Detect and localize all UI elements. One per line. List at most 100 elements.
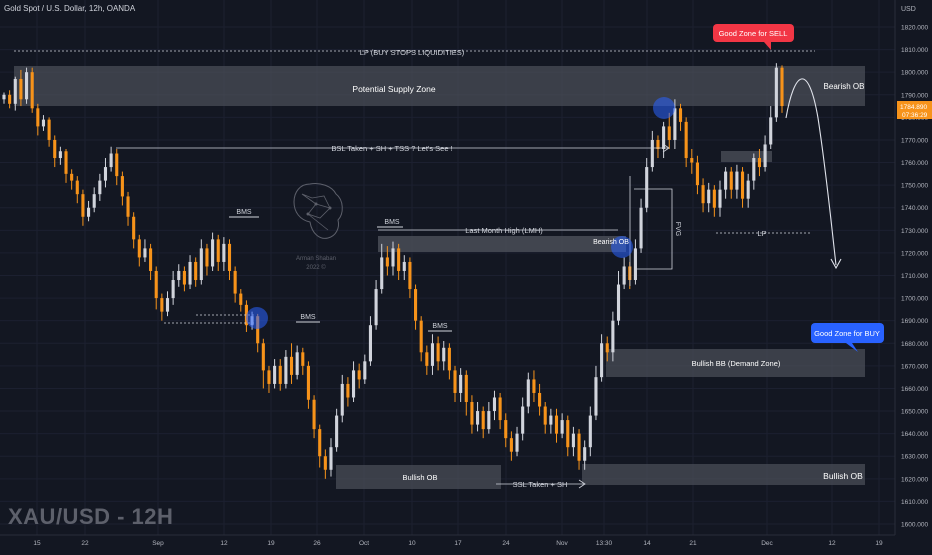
candle-body-60	[340, 383, 344, 416]
price-tick-14: 1680.000	[901, 341, 928, 348]
blue-circle-left	[246, 307, 268, 329]
candle-50	[284, 350, 288, 389]
time-tick-9: 24	[502, 540, 510, 547]
price-tick-6: 1760.000	[901, 160, 928, 167]
candle-body-118	[667, 126, 671, 140]
candle-100	[566, 415, 570, 457]
candle-76	[430, 334, 435, 375]
candle-3	[19, 69, 23, 107]
candle-118	[667, 112, 671, 149]
candle-body-5	[30, 72, 34, 109]
candle-71	[402, 255, 406, 281]
candle-body-36	[205, 248, 209, 267]
candle-body-137	[774, 67, 778, 118]
candle-8	[47, 117, 51, 147]
bullish-bb-zone	[606, 349, 865, 377]
candle-body-133	[752, 158, 756, 181]
lmh-label: Last Month High (LMH)	[465, 226, 543, 235]
candle-13	[75, 176, 79, 204]
candle-60	[340, 374, 344, 423]
current-price-tag	[897, 101, 932, 119]
candle-30	[171, 270, 175, 305]
candle-106	[600, 334, 604, 382]
candle-69	[391, 241, 395, 276]
candle-92	[521, 397, 525, 441]
bearish-ob-mid-zone	[378, 236, 626, 252]
candle-19	[109, 146, 113, 172]
candle-112	[633, 239, 637, 285]
candle-body-31	[177, 270, 181, 281]
candle-body-25	[143, 248, 147, 258]
ssl-arrow	[578, 479, 586, 489]
candle-body-72	[408, 261, 412, 290]
candle-31	[177, 264, 181, 287]
candle-114	[645, 158, 649, 213]
candle-body-91	[515, 433, 519, 452]
good-buy-callout-pointer	[846, 343, 858, 352]
price-tick-0: 1820.000	[901, 25, 928, 32]
bullish-ob-left-zone	[336, 465, 501, 489]
time-tick-8: 17	[454, 540, 462, 547]
candle-body-40	[227, 243, 232, 271]
candle-body-82	[464, 374, 468, 403]
candle-20	[115, 148, 119, 186]
candle-65	[368, 316, 372, 366]
candle-51	[289, 343, 294, 384]
candle-0	[2, 92, 6, 104]
candle-15	[87, 200, 91, 222]
time-tick-12: 14	[643, 540, 651, 547]
candle-79	[447, 343, 451, 380]
candle-body-131	[740, 171, 745, 199]
candle-49	[278, 359, 282, 391]
candle-74	[419, 316, 423, 362]
candle-body-63	[357, 370, 361, 380]
candle-body-6	[36, 108, 40, 127]
candles-layer	[2, 63, 784, 479]
candle-body-22	[126, 196, 130, 217]
candle-body-74	[419, 320, 423, 353]
candle-body-12	[70, 173, 74, 181]
bullish-ob-right-label: Bullish OB	[823, 471, 863, 481]
candle-35	[199, 239, 203, 285]
bearish-ob-top-label: Bearish OB	[824, 82, 865, 91]
candle-body-67	[380, 257, 384, 290]
candle-66	[374, 280, 378, 330]
time-tick-1: 22	[81, 540, 89, 547]
candle-body-14	[81, 194, 85, 217]
candle-94	[532, 370, 536, 403]
candle-body-10	[58, 151, 62, 159]
candle-body-37	[211, 239, 215, 267]
candle-2	[13, 76, 17, 111]
bms1-label: BMS	[236, 209, 252, 216]
price-tick-17: 1650.000	[901, 409, 928, 416]
candle-body-115	[650, 139, 654, 168]
candle-body-108	[611, 320, 615, 353]
candle-126	[712, 185, 716, 217]
bearish-ob-mid-label: Bearish OB	[593, 239, 629, 246]
candle-77	[436, 336, 440, 371]
candle-125	[707, 182, 711, 213]
time-tick-6: Oct	[359, 540, 369, 547]
bms2-label: BMS	[300, 314, 316, 321]
candle-59	[335, 408, 339, 452]
price-tick-5: 1770.000	[901, 137, 928, 144]
candle-body-86	[487, 411, 491, 430]
time-tick-10: Nov	[556, 540, 568, 547]
candle-11	[64, 148, 68, 183]
logo-line1: Arman Shaban	[296, 256, 336, 262]
price-tick-10: 1720.000	[901, 250, 928, 257]
candle-body-120	[678, 108, 683, 122]
candle-38	[216, 234, 220, 271]
candle-46	[261, 338, 265, 389]
candle-body-126	[712, 189, 716, 208]
time-tick-3: 12	[220, 540, 228, 547]
price-axis-panel[interactable]	[895, 0, 932, 550]
candle-7	[41, 115, 46, 131]
candle-99	[560, 413, 564, 439]
candle-body-66	[374, 289, 378, 326]
candle-body-2	[13, 78, 17, 104]
candle-body-34	[194, 261, 198, 281]
candle-body-15	[87, 207, 91, 217]
